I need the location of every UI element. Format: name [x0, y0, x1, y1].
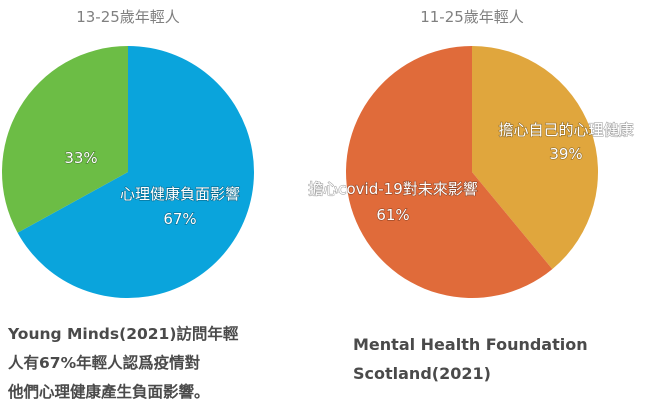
pie-slice-blue	[17, 46, 254, 298]
pie-slice-orange	[346, 46, 553, 298]
slice-label-yellow-name: 擔心自己的心理健康	[498, 121, 633, 139]
caption-line: Scotland(2021)	[353, 364, 491, 383]
slice-label-blue-percent: 67%	[163, 210, 196, 228]
pie-chart-youth-13-25: 13-25歲年輕人 33% 心理健康負面影響 67%	[1, 8, 254, 298]
caption-line: 人有67%年輕人認爲疫情對	[8, 354, 201, 372]
caption-mental-health-foundation: Mental Health Foundation Scotland(2021)	[353, 330, 588, 388]
pie-slice-yellow	[472, 46, 599, 270]
pie-slice-green	[1, 46, 128, 233]
slice-label-green-percent: 33%	[64, 149, 97, 167]
caption-line: Mental Health Foundation	[353, 335, 588, 354]
slice-label-yellow-percent: 39%	[549, 145, 582, 163]
chart-title: 13-25歲年輕人	[76, 8, 180, 26]
slice-label-orange-percent: 61%	[376, 206, 409, 224]
chart-title: 11-25歲年輕人	[420, 8, 524, 26]
caption-line: 他們心理健康產生負面影響。	[8, 383, 210, 401]
caption-young-minds: Young Minds(2021)訪問年輕 人有67%年輕人認爲疫情對 他們心理…	[8, 320, 238, 407]
slice-label-orange-name: 擔心covid-19對未來影響	[308, 180, 478, 198]
pie-chart-youth-11-25: 11-25歲年輕人 擔心自己的心理健康 39% 擔心covid-19對未來影響 …	[308, 8, 634, 298]
slice-label-blue-name: 心理健康負面影響	[120, 185, 240, 203]
caption-line: Young Minds(2021)訪問年輕	[8, 325, 239, 343]
